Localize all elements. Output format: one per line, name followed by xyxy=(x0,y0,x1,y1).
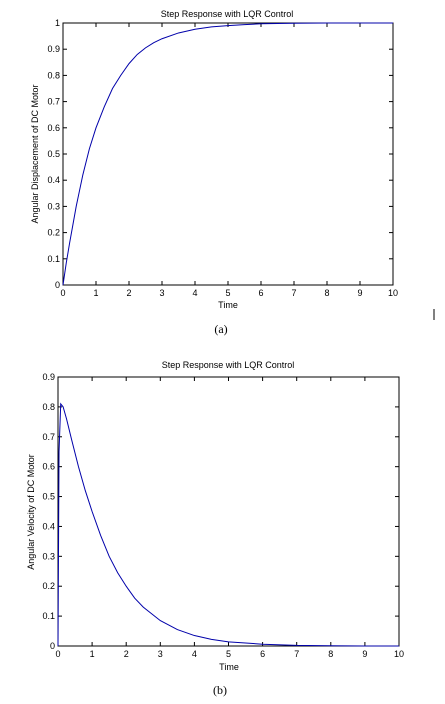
y-tick-label: 0.2 xyxy=(42,581,55,591)
x-tick-label: 2 xyxy=(124,649,129,659)
y-tick-label: 0.3 xyxy=(47,201,60,211)
x-tick-label: 5 xyxy=(226,649,231,659)
x-tick-label: 1 xyxy=(93,288,98,298)
x-tick-label: 1 xyxy=(90,649,95,659)
x-tick-label: 10 xyxy=(394,649,404,659)
y-tick-label: 0.5 xyxy=(42,492,55,502)
x-tick-label: 4 xyxy=(192,288,197,298)
x-tick-label: 0 xyxy=(55,649,60,659)
x-tick-label: 4 xyxy=(192,649,197,659)
chart-a-axes-box xyxy=(62,22,394,286)
y-tick-label: 0.7 xyxy=(47,97,60,107)
chart-a-y-label: Angular Displacement of DC Motor xyxy=(30,84,40,223)
chart-b-y-label: Angular Velocity of DC Motor xyxy=(26,454,36,570)
x-tick-label: 7 xyxy=(294,649,299,659)
x-tick-label: 3 xyxy=(159,288,164,298)
chart-angular-velocity: Step Response with LQR Control 0 1 2 3 4 5 6 7 8… xyxy=(26,360,404,697)
x-tick-label: 8 xyxy=(324,288,329,298)
y-tick-label: 1 xyxy=(55,18,60,28)
chart-b-series-line xyxy=(57,402,399,647)
y-tick-label: 0.7 xyxy=(42,432,55,442)
x-tick-label: 3 xyxy=(158,649,163,659)
y-tick-label: 0.4 xyxy=(47,175,60,185)
x-tick-label: 6 xyxy=(258,288,263,298)
y-tick-label: 0.3 xyxy=(42,551,55,561)
chart-b-axes-box xyxy=(57,376,400,647)
x-tick-label: 9 xyxy=(362,649,367,659)
x-tick-label: 2 xyxy=(126,288,131,298)
x-tick-label: 9 xyxy=(357,288,362,298)
x-tick-label: 10 xyxy=(388,288,398,298)
x-tick-label: 6 xyxy=(260,649,265,659)
y-tick-label: 0.9 xyxy=(42,372,55,382)
y-tick-label: 0.1 xyxy=(42,611,55,621)
y-tick-label: 0.6 xyxy=(47,123,60,133)
chart-a-y-ticks: 0 0.1 0.2 0.3 0.4 0.5 0.6 0.7 0.8 0.9 1 xyxy=(47,18,393,290)
chart-a-series-line xyxy=(62,22,393,286)
chart-a-caption: (a) xyxy=(214,322,227,336)
y-tick-label: 0.5 xyxy=(47,149,60,159)
chart-b-caption: (b) xyxy=(213,683,227,697)
chart-b-y-ticks: 0 0.1 0.2 0.3 0.4 0.5 0.6 0.7 0.8 0.9 xyxy=(42,372,399,651)
chart-b-x-label: Time xyxy=(219,662,239,672)
x-tick-label: 0 xyxy=(60,288,65,298)
x-tick-label: 8 xyxy=(328,649,333,659)
chart-a-x-label: Time xyxy=(218,300,238,310)
chart-a-x-ticks: 0 1 2 3 4 5 6 7 8 9 10 xyxy=(60,23,398,298)
chart-b-title: Step Response with LQR Control xyxy=(162,360,295,370)
x-tick-label: 5 xyxy=(225,288,230,298)
x-tick-label: 7 xyxy=(291,288,296,298)
y-tick-label: 0.2 xyxy=(47,228,60,238)
chart-angular-displacement: Step Response with LQR Control 0 1 2 3 4 5 6 7 8… xyxy=(30,9,398,336)
y-tick-label: 0.4 xyxy=(42,521,55,531)
chart-b-x-ticks: 0 1 2 3 4 5 6 7 8 9 10 xyxy=(55,377,404,659)
y-tick-label: 0.8 xyxy=(42,402,55,412)
y-tick-label: 0.8 xyxy=(47,70,60,80)
y-tick-label: 0.9 xyxy=(47,44,60,54)
y-tick-label: 0.6 xyxy=(42,462,55,472)
chart-a-title: Step Response with LQR Control xyxy=(161,9,294,19)
y-tick-label: 0 xyxy=(55,280,60,290)
y-tick-label: 0.1 xyxy=(47,254,60,264)
y-tick-label: 0 xyxy=(50,641,55,651)
